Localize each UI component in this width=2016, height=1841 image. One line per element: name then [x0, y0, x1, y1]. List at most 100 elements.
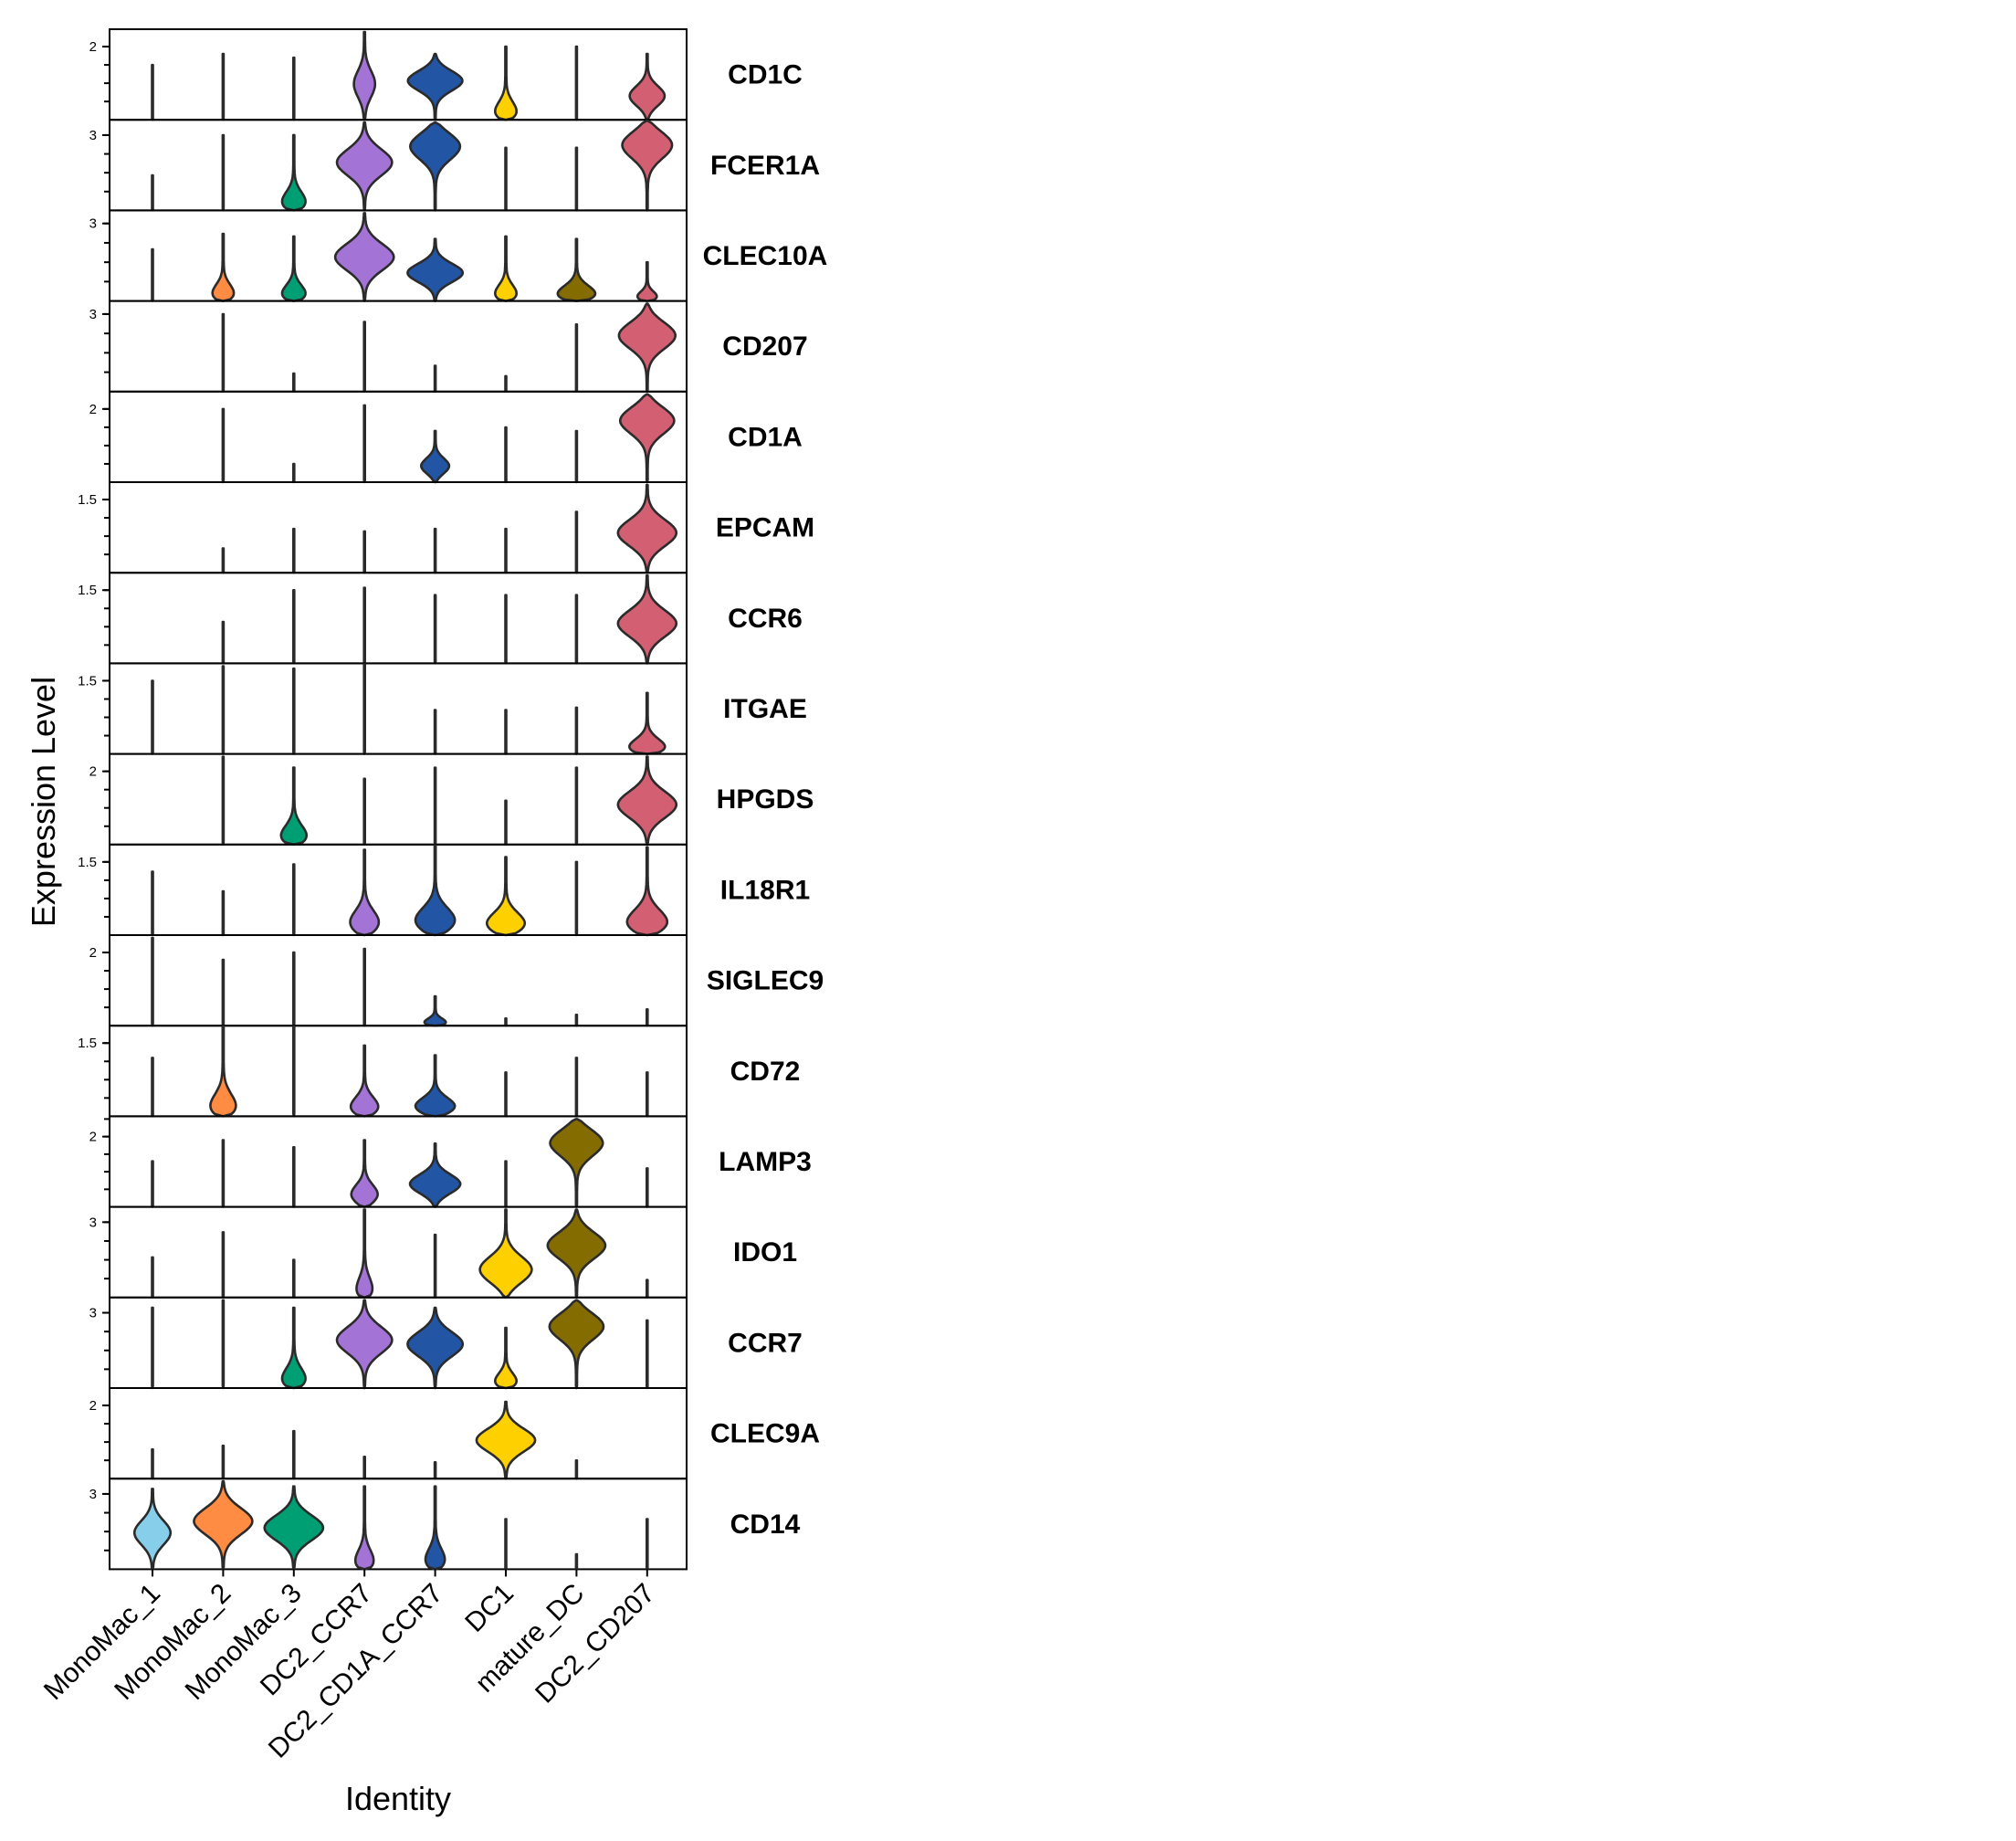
- violin-ccr6-dc1: [504, 594, 508, 665]
- panel-frame: [109, 481, 688, 574]
- violin-clec10a-dc2_cd207: [635, 260, 658, 302]
- violin-epcam-monomac_3: [292, 527, 296, 574]
- violin-cd207-mature_dc: [574, 323, 579, 393]
- violin-cd1a-dc2_ccr7: [362, 404, 366, 484]
- violin-clec9a-dc2_ccr7: [362, 1456, 366, 1480]
- violin-itgae-monomac_3: [292, 667, 296, 755]
- violin-siglec9-monomac_3: [292, 951, 296, 1027]
- violin-lamp3-mature_dc: [549, 1118, 604, 1208]
- violin-cd72-dc2_cd1a_ccr7: [414, 1054, 457, 1118]
- panel-frame: [109, 119, 688, 212]
- violin-ido1-mature_dc: [546, 1208, 607, 1299]
- violin-cd207-dc2_cd207: [617, 302, 677, 394]
- violin-ccr7-mature_dc: [548, 1299, 605, 1390]
- violin-clec9a-mature_dc: [574, 1459, 579, 1480]
- gene-label-il18r1: IL18R1: [720, 875, 810, 905]
- y-tick-label: 2: [89, 402, 97, 417]
- gene-label-itgae: ITGAE: [723, 694, 807, 724]
- violin-il18r1-dc2_cd1a_ccr7: [414, 844, 457, 937]
- violin-clec10a-monomac_3: [280, 235, 307, 302]
- panel-frame: [109, 1115, 688, 1208]
- violin-hpgds-dc2_cd1a_ccr7: [433, 766, 437, 846]
- violin-cd1a-dc2_cd1a_ccr7: [420, 429, 451, 484]
- violin-ccr6-mature_dc: [574, 594, 579, 665]
- violin-cd14-dc2_cd1a_ccr7: [424, 1485, 446, 1571]
- violin-cd1c-dc1: [494, 45, 518, 121]
- violin-hpgds-dc2_ccr7: [362, 777, 366, 846]
- violin-ccr7-monomac_2: [221, 1299, 226, 1390]
- y-tick-label: 3: [89, 216, 97, 232]
- x-axis: MonoMac_1MonoMac_2MonoMac_3DC2_CCR7DC2_C…: [38, 1569, 661, 1764]
- violin-siglec9-monomac_2: [221, 958, 226, 1027]
- violin-siglec9-mature_dc: [574, 1014, 579, 1027]
- violin-cd14-monomac_1: [132, 1488, 173, 1571]
- violin-cd1a-dc2_cd207: [618, 393, 676, 484]
- violin-clec10a-dc1: [494, 235, 518, 302]
- gene-label-cd1c: CD1C: [728, 60, 803, 90]
- violin-hpgds-monomac_2: [221, 755, 226, 846]
- gene-label-clec9a: CLEC9A: [710, 1419, 820, 1449]
- violin-itgae-monomac_2: [221, 665, 226, 755]
- x-axis-title: Identity: [345, 1780, 451, 1817]
- violin-hpgds-dc2_cd207: [616, 755, 678, 847]
- y-tick-label: 2: [89, 945, 97, 961]
- violin-lamp3-dc2_cd207: [646, 1167, 649, 1208]
- y-tick-label: 1.5: [78, 492, 97, 508]
- violin-fcer1a-dc1: [504, 146, 508, 212]
- violin-fcer1a-dc2_ccr7: [335, 121, 394, 212]
- violin-epcam-mature_dc: [574, 510, 579, 574]
- gene-label-epcam: EPCAM: [716, 513, 814, 543]
- panel-fcer1a: 3 FCER1A: [89, 119, 820, 212]
- violin-lamp3-dc1: [504, 1160, 508, 1208]
- violin-fcer1a-monomac_2: [221, 133, 226, 212]
- violin-cd1c-mature_dc: [574, 45, 579, 121]
- violin-clec10a-mature_dc: [556, 237, 597, 302]
- violin-fcer1a-dc2_cd207: [621, 119, 674, 212]
- violin-ido1-dc1: [478, 1208, 533, 1299]
- violin-itgae-dc2_cd1a_ccr7: [433, 709, 437, 755]
- violin-cd1a-mature_dc: [574, 429, 579, 484]
- panel-frame: [109, 752, 688, 846]
- violin-lamp3-monomac_3: [292, 1146, 296, 1208]
- y-tick-label: 1.5: [78, 855, 97, 870]
- violin-il18r1-dc1: [485, 856, 527, 937]
- panel-cd207: 3 CD207: [89, 300, 808, 394]
- violin-cd14-mature_dc: [574, 1552, 579, 1571]
- violin-cd1c-monomac_2: [221, 52, 226, 121]
- y-tick-label: 1.5: [78, 673, 97, 689]
- violin-epcam-dc1: [504, 527, 508, 574]
- panel-ccr6: 1.5 CCR6: [78, 572, 803, 665]
- violin-clec9a-dc1: [475, 1400, 537, 1480]
- violin-fcer1a-mature_dc: [574, 146, 579, 212]
- violin-cd207-dc2_cd1a_ccr7: [433, 364, 437, 393]
- y-tick-label: 3: [89, 307, 97, 322]
- gene-label-lamp3: LAMP3: [719, 1147, 812, 1177]
- violin-il18r1-monomac_2: [221, 889, 226, 937]
- violin-ido1-dc2_cd207: [646, 1278, 649, 1299]
- panel-frame: [109, 209, 688, 302]
- panel-hpgds: 2 HPGDS: [89, 752, 814, 847]
- violin-ccr7-dc2_cd207: [646, 1319, 649, 1390]
- violin-itgae-dc2_cd207: [628, 691, 667, 755]
- panel-frame: [109, 934, 688, 1027]
- gene-label-ido1: IDO1: [733, 1237, 797, 1268]
- panel-frame: [109, 300, 688, 393]
- violin-cd14-monomac_2: [193, 1479, 254, 1571]
- violin-cd72-monomac_3: [292, 1026, 296, 1118]
- violin-cd72-dc1: [504, 1071, 508, 1118]
- y-tick-label: 1.5: [78, 583, 97, 598]
- violin-ccr7-dc1: [494, 1326, 518, 1390]
- violin-cd14-dc1: [504, 1518, 508, 1571]
- violin-siglec9-dc1: [504, 1017, 508, 1027]
- violin-clec10a-dc2_ccr7: [333, 212, 395, 302]
- violin-hpgds-dc1: [504, 799, 508, 846]
- y-tick-label: 3: [89, 1306, 97, 1321]
- violin-epcam-dc2_cd207: [616, 483, 678, 574]
- panel-frame: [109, 1296, 688, 1390]
- violin-cd1c-dc2_ccr7: [352, 30, 377, 121]
- violin-fcer1a-dc2_cd1a_ccr7: [409, 121, 462, 212]
- violin-il18r1-dc2_ccr7: [349, 848, 381, 937]
- violin-epcam-monomac_2: [221, 547, 226, 574]
- panel-itgae: 1.5 ITGAE: [78, 662, 807, 755]
